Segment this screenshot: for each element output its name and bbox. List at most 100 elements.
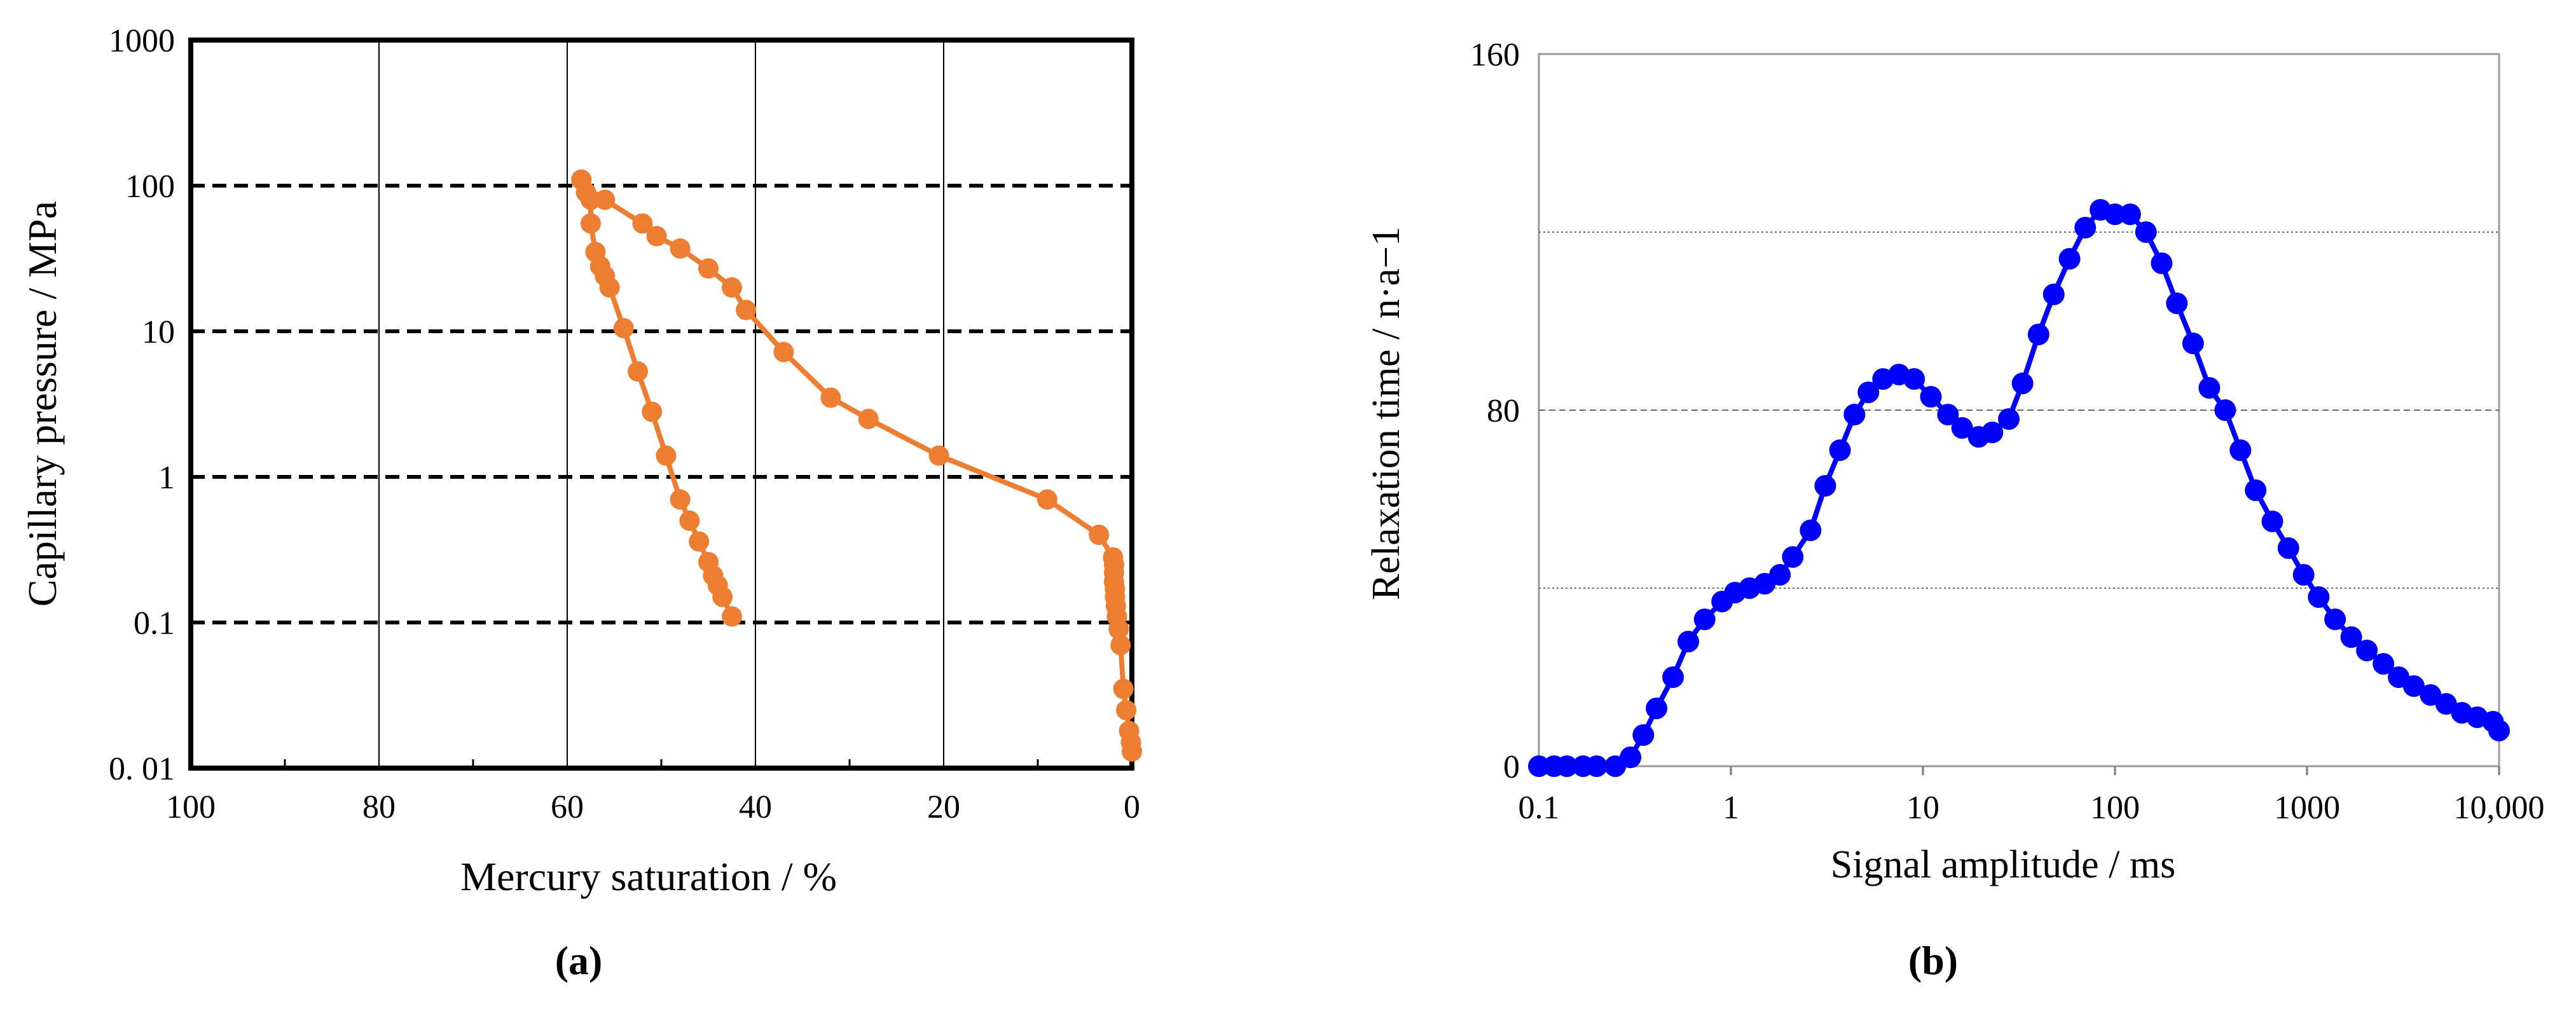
panel-b-data-point (1903, 368, 1925, 390)
panel-b-data-point (2166, 292, 2188, 314)
panel-b-y-axis-label: Relaxation time / n·a−1 (1365, 226, 1408, 600)
panel-b-data-point (1662, 666, 1684, 688)
panel-b-y-tick-label: 160 (1470, 37, 1520, 73)
panel-a-x-tick-label: 100 (166, 789, 216, 825)
panel-a-data-point (1116, 699, 1137, 720)
panel-a-data-point (581, 189, 601, 210)
panel-b-data-point (1528, 755, 1550, 777)
panel-b-data-point (2011, 373, 2034, 394)
panel-b-series (1528, 199, 2510, 777)
panel-b-data-point (2324, 609, 2346, 630)
panel-b-data-point (2435, 693, 2457, 715)
panel-b-data-point (2403, 675, 2425, 697)
panel-b-data-point (2104, 203, 2126, 225)
panel-a-vertical-gridlines (284, 40, 1039, 768)
panel-b-data-point (2042, 284, 2065, 305)
panel-b-data-point (1981, 422, 2004, 443)
panel-b-x-tick-label: 0.1 (1519, 790, 1560, 826)
panel-b-data-point (2261, 511, 2283, 532)
panel-a-y-tick-labels: 1000 100 10 1 0.1 0. 01 (109, 23, 175, 787)
panel-b-data-point (2229, 439, 2252, 461)
panel-b-data-point (1920, 386, 1942, 408)
panel-b-data-point (1769, 564, 1791, 586)
panel-a-plot-area (188, 38, 1134, 771)
panel-a-data-point (773, 341, 794, 362)
panel-a-data-point (646, 226, 667, 247)
panel-a-y-tick-label: 100 (125, 168, 175, 205)
panel-b-y-tick-label: 0 (1503, 749, 1520, 785)
panel-b-y-tick-label: 80 (1487, 393, 1520, 429)
panel-a-data-point (642, 401, 663, 422)
panel-a-data-point (928, 445, 949, 466)
panel-a-data-point (679, 510, 700, 531)
panel-a-x-tick-label: 80 (362, 789, 396, 825)
panel-b-data-point (1632, 724, 1655, 746)
panel-a-label: (a) (555, 938, 603, 983)
panel-a-x-tick-label: 40 (739, 789, 772, 825)
panel-a-data-point (712, 586, 733, 607)
panel-a-data-point (670, 238, 691, 259)
panel-a-data-point (698, 258, 719, 279)
panel-b-label: (b) (1908, 938, 1958, 983)
panel-b-horizontal-gridlines (1538, 231, 2500, 775)
panel-b-data-point (2214, 399, 2236, 421)
panel-b-data-point (2058, 248, 2081, 270)
panel-b-data-point (1814, 475, 1836, 497)
panel-b-data-point (1677, 631, 1700, 652)
panel-b-data-point (1800, 519, 1822, 541)
panel-a-data-point (1089, 525, 1110, 546)
panel-b-x-tick-label: 1 (1723, 790, 1739, 826)
panel-b-x-axis-label: Signal amplitude / ms (1831, 843, 2175, 886)
panel-a-series-line-1 (579, 179, 1134, 752)
panel-a-y-tick-label: 10 (142, 314, 175, 350)
panel-b-chart: 0.1 1 10 100 1000 10,000 0 80 160 Signal amplit… (1365, 37, 2545, 983)
panel-b-data-point (1829, 439, 1851, 461)
panel-a-horizontal-gridlines (191, 184, 1132, 624)
panel-b-data-point (2182, 333, 2204, 354)
panel-a-data-point (571, 169, 592, 190)
panel-a-x-tick-label: 0 (1124, 789, 1140, 825)
panel-a-y-axis-label: Capillary pressure / MPa (20, 201, 65, 607)
panel-b-series-line-1 (1539, 207, 2502, 769)
panel-b-data-point (2373, 653, 2395, 675)
panel-a-data-point (595, 189, 616, 210)
panel-b-data-point (2027, 324, 2049, 345)
panel-a-data-point (1037, 489, 1057, 510)
panel-b-x-tick-labels: 0.1 1 10 100 1000 10,000 (1519, 790, 2545, 826)
panel-b-data-point (2308, 586, 2330, 608)
panel-b-data-point (2151, 252, 2173, 274)
panel-a-data-point (1119, 720, 1140, 741)
panel-b-data-point (1937, 404, 1959, 425)
panel-b-data-point (1857, 382, 1880, 403)
panel-b-data-point (2074, 217, 2097, 238)
panel-a-data-point (1113, 678, 1134, 699)
panel-b-data-point (2356, 640, 2378, 661)
panel-a-data-point (613, 318, 634, 339)
panel-a-data-point (689, 531, 710, 552)
panel-b-x-tick-label: 100 (2090, 790, 2140, 826)
panel-a-x-axis-label: Mercury saturation / % (460, 854, 837, 899)
panel-b-data-point (2135, 221, 2157, 243)
panel-b-data-point (2340, 626, 2362, 648)
panel-b-x-tick-label: 10 (1906, 790, 1939, 826)
panel-a-y-tick-label: 0. 01 (109, 751, 175, 787)
panel-a-data-point (599, 277, 620, 298)
panel-b-data-point (1998, 408, 2020, 430)
panel-a-data-point (670, 489, 691, 510)
panel-a-data-point (736, 299, 757, 320)
panel-a-series (571, 169, 1142, 762)
panel-b-x-tick-label: 10,000 (2454, 790, 2545, 826)
panel-a-data-point (722, 606, 742, 627)
panel-a-chart: 100 80 60 40 20 0 1000 100 10 1 0.1 0. 01 Mercury … (20, 23, 1142, 983)
panel-a-y-tick-label: 1000 (109, 23, 175, 59)
panel-b-data-point (2245, 479, 2267, 501)
panel-a-x-tick-label: 20 (927, 789, 960, 825)
panel-a-data-point (581, 213, 601, 234)
panel-a-data-point (628, 361, 648, 382)
panel-a-data-point (632, 213, 653, 234)
panel-a-y-tick-label: 1 (158, 460, 175, 496)
panel-a-data-point (1103, 547, 1124, 568)
panel-b-data-point (2198, 377, 2221, 399)
panel-a-data-point (722, 277, 742, 298)
